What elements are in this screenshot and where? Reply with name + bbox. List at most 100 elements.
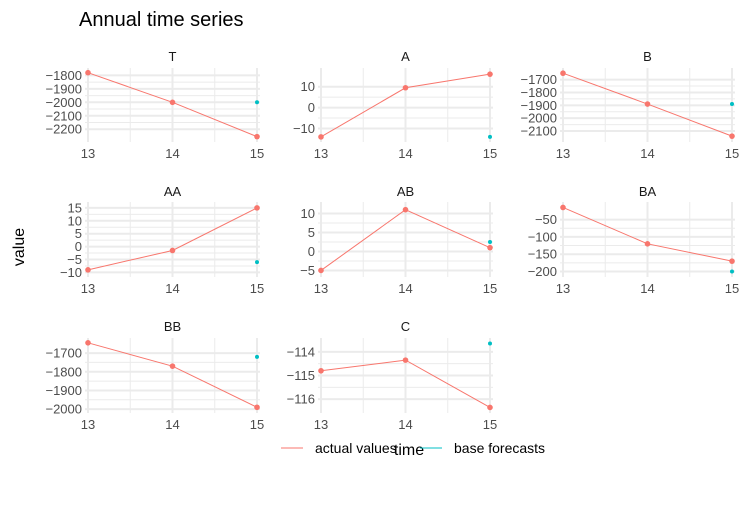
panel-a: A 13 14 15 10 0 −10 (293, 49, 497, 161)
panel-title-ab: AB (397, 184, 414, 199)
y-tick-label: −5 (67, 252, 82, 267)
y-tick-label: 10 (301, 79, 315, 94)
y-tick-label: −2100 (45, 108, 82, 123)
y-tick-label: −100 (528, 229, 557, 244)
y-tick-label: −2200 (45, 122, 82, 137)
y-tick-label: −1700 (520, 72, 557, 87)
actual-value-point (254, 205, 260, 211)
x-tick-label: 14 (165, 146, 179, 161)
base-forecast-point (488, 341, 492, 346)
actual-value-point (644, 241, 651, 247)
panel-t: T 13 14 15 −1800−1900−2000−2100−2200 (45, 49, 264, 161)
base-forecast-point (488, 134, 492, 139)
x-tick-label: 15 (250, 146, 264, 161)
actual-value-point (318, 134, 324, 140)
base-forecast-point (255, 260, 259, 265)
panel-ab: AB 13 14 15 10 5 0 −5 (300, 184, 497, 296)
y-tick-label: 10 (301, 206, 315, 221)
y-tick-label: 10 (68, 213, 82, 228)
actual-value-point (402, 357, 409, 363)
panel-bb: BB 13 14 15 −1700 −1800 −1900 −2000 (45, 319, 264, 432)
actual-value-point (402, 206, 409, 213)
actual-value-point (560, 204, 566, 211)
y-tick-label: −10 (293, 121, 315, 136)
y-tick-label: −1800 (520, 85, 557, 100)
actual-value-point (254, 404, 260, 411)
actual-value-point (318, 367, 324, 374)
chart-title: Annual time series (79, 9, 244, 31)
y-tick-label: −2000 (520, 111, 557, 126)
panel-title-b: B (643, 49, 652, 64)
y-tick-label: −1800 (45, 68, 82, 83)
actual-value-point (402, 84, 409, 91)
actual-value-point (729, 133, 735, 139)
base-forecast-point (730, 269, 734, 274)
actual-value-point (487, 404, 493, 411)
y-tick-label: −1900 (45, 81, 82, 96)
panel-title-t: T (169, 49, 177, 64)
y-axis-label: value (11, 228, 28, 266)
actual-value-point (254, 133, 260, 140)
panel-c: C 13 14 15 −114 −115 −116 (287, 319, 498, 432)
panel-title-a: A (401, 49, 410, 64)
x-tick-label: 15 (250, 417, 264, 432)
x-tick-label: 14 (398, 281, 412, 296)
x-tick-label: 13 (81, 281, 95, 296)
y-tick-label: −150 (528, 247, 557, 262)
panel-title-aa: AA (164, 184, 182, 199)
x-tick-label: 14 (640, 146, 654, 161)
actual-value-point (169, 363, 176, 369)
y-tick-label: −115 (287, 368, 315, 383)
y-tick-label: 0 (308, 244, 315, 259)
y-tick-label: −2100 (520, 124, 557, 139)
actual-value-point (487, 244, 493, 251)
x-tick-label: 15 (725, 281, 739, 296)
y-tick-label: −1700 (45, 346, 82, 361)
x-tick-label: 14 (165, 417, 179, 432)
x-tick-label: 13 (314, 417, 328, 432)
base-forecast-point (488, 239, 492, 244)
actual-value-point (729, 258, 735, 264)
base-forecast-point (730, 102, 734, 107)
actual-value-point (644, 101, 651, 107)
y-tick-label: 5 (75, 226, 82, 241)
y-tick-label: −5 (300, 263, 315, 278)
y-tick-label: 0 (308, 100, 315, 115)
base-forecast-point (255, 354, 259, 359)
x-tick-label: 15 (483, 281, 497, 296)
actual-value-point (169, 99, 176, 106)
y-tick-label: 15 (68, 200, 82, 215)
legend: actual values base forecasts (281, 440, 545, 456)
x-tick-label: 14 (640, 281, 654, 296)
actual-value-point (169, 247, 176, 254)
x-axis-label: time (394, 442, 424, 459)
y-tick-label: −1900 (45, 383, 82, 398)
y-tick-label: 0 (75, 239, 82, 254)
y-tick-label: −1900 (520, 98, 557, 113)
x-tick-label: 14 (398, 417, 412, 432)
y-tick-label: 5 (308, 225, 315, 240)
y-tick-label: −2000 (45, 402, 82, 417)
x-tick-label: 15 (483, 417, 497, 432)
actual-value-point (560, 70, 566, 77)
legend-label-base-forecasts: base forecasts (454, 440, 545, 456)
x-tick-label: 13 (556, 281, 570, 296)
y-tick-label: −114 (287, 344, 315, 359)
x-tick-label: 15 (250, 281, 264, 296)
y-tick-label: −50 (535, 212, 557, 227)
x-tick-label: 13 (81, 417, 95, 432)
x-tick-label: 13 (81, 146, 95, 161)
x-tick-label: 13 (314, 146, 328, 161)
y-tick-label: −2000 (45, 95, 82, 110)
panel-b: B 13 14 15 −1700−1800−1900−2000−2100 (520, 49, 739, 161)
y-tick-label: −10 (60, 265, 82, 280)
actual-value-point (85, 340, 91, 346)
actual-value-point (487, 71, 493, 77)
x-tick-label: 14 (165, 281, 179, 296)
legend-label-actual-values: actual values (315, 440, 397, 456)
x-tick-label: 14 (398, 146, 412, 161)
